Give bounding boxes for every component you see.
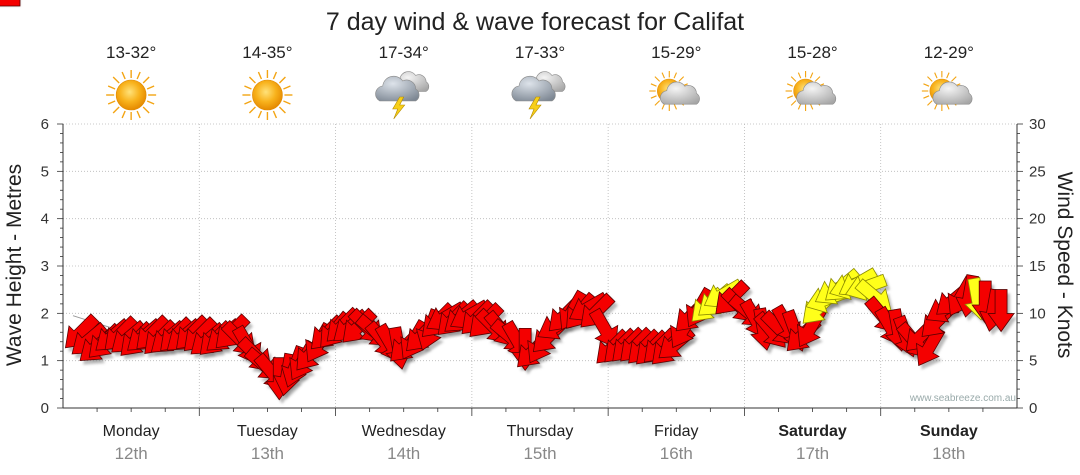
day-label: Wednesday xyxy=(362,423,446,440)
y-right-tick-label: 10 xyxy=(1029,305,1046,322)
temperature-label: 13-32° xyxy=(106,43,156,62)
chart-title: 7 day wind & wave forecast for Califat xyxy=(326,8,744,36)
day-label: Monday xyxy=(103,423,160,440)
storm-icon xyxy=(511,71,566,120)
partly-cloudy-icon xyxy=(785,70,837,112)
date-label: 15th xyxy=(523,444,556,463)
cloud-shape xyxy=(932,81,973,105)
day-label: Sunday xyxy=(920,423,978,440)
temperature-label: 17-34° xyxy=(379,43,429,62)
wind-arrow xyxy=(0,0,21,7)
date-label: 18th xyxy=(932,444,965,463)
y-axis-right-title: Wind Speed - Knots xyxy=(1053,172,1076,359)
y-right-tick-label: 5 xyxy=(1029,353,1037,370)
lightning-shape xyxy=(392,96,406,120)
day-label: Saturday xyxy=(778,423,847,440)
wind-arrow xyxy=(987,289,1015,333)
y-left-tick-label: 3 xyxy=(41,258,49,275)
cloud-shape xyxy=(375,75,420,102)
y-left-tick-label: 1 xyxy=(41,353,49,370)
cloud-shape xyxy=(796,81,837,105)
date-label: 16th xyxy=(660,444,693,463)
y-right-tick-label: 20 xyxy=(1029,211,1046,228)
temperature-label: 17-33° xyxy=(515,43,565,62)
date-label: 14th xyxy=(387,444,420,463)
y-left-tick-label: 5 xyxy=(41,163,49,180)
temperature-label: 15-29° xyxy=(651,43,701,62)
date-label: 12th xyxy=(115,444,148,463)
sun-icon xyxy=(241,69,294,121)
lightning-shape xyxy=(528,96,542,120)
temperature-label: 15-28° xyxy=(787,43,837,62)
sun-shape xyxy=(105,69,157,121)
partly-cloudy-icon xyxy=(921,70,973,112)
day-label: Tuesday xyxy=(237,423,298,440)
temperature-label: 12-29° xyxy=(924,43,974,62)
sun-icon xyxy=(105,69,157,121)
storm-icon xyxy=(375,71,430,120)
cloud-shape xyxy=(660,81,700,105)
y-right-tick-label: 0 xyxy=(1029,400,1037,417)
y-right-tick-label: 25 xyxy=(1029,163,1046,180)
day-label: Friday xyxy=(654,423,698,440)
sun-shape xyxy=(241,69,294,121)
y-left-tick-label: 6 xyxy=(41,116,49,133)
date-label: 17th xyxy=(796,444,829,463)
wind-arrow xyxy=(588,307,619,349)
temperature-label: 14-35° xyxy=(242,43,292,62)
y-left-tick-label: 2 xyxy=(41,305,49,322)
credit-text: www.seabreeze.com.au xyxy=(909,393,1016,404)
y-axis-left-title: Wave Height - Metres xyxy=(3,164,26,366)
partly-cloudy-icon xyxy=(648,70,700,112)
y-right-tick-label: 15 xyxy=(1029,258,1046,275)
day-label: Thursday xyxy=(507,423,574,440)
cloud-shape xyxy=(511,75,556,102)
y-left-tick-label: 0 xyxy=(41,400,49,417)
y-right-tick-label: 30 xyxy=(1029,116,1046,133)
y-left-tick-label: 4 xyxy=(41,211,49,228)
date-label: 13th xyxy=(251,444,284,463)
